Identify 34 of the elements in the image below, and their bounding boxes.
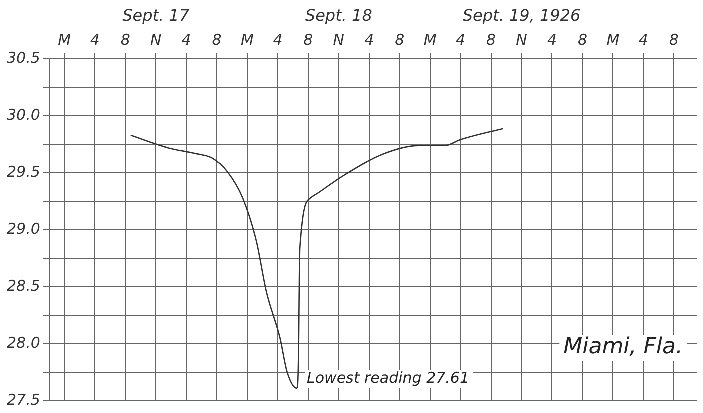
x-tick-label: 8	[395, 31, 405, 50]
x-tick-label: 4	[364, 31, 374, 50]
x-tick-label: N	[516, 31, 528, 50]
annotation: Lowest reading 27.61	[307, 368, 470, 387]
x-tick-label: M	[606, 31, 620, 50]
x-tick-label: M	[58, 31, 72, 50]
x-tick-label: N	[150, 31, 162, 50]
x-tick-label: M	[424, 31, 437, 50]
y-tick-label: 28.5	[6, 276, 40, 295]
x-tick-label: 8	[120, 31, 130, 50]
x-tick-label: 8	[486, 31, 496, 50]
x2-tick-label: Sept. 17	[122, 6, 190, 25]
x-tick-label: 4	[638, 31, 648, 50]
x-tick-label: 4	[456, 31, 466, 50]
x-tick-label: 4	[182, 31, 192, 50]
x-tick-label: N	[333, 31, 345, 50]
x-tick-label: 8	[578, 31, 588, 50]
y-tick-label: 30.0	[6, 106, 40, 124]
x-tick-label: 4	[90, 31, 100, 50]
x-tick-label: 8	[212, 31, 222, 50]
y-tick-label: 29.5	[6, 163, 40, 182]
x2-tick-label: Sept. 18	[305, 6, 372, 25]
x-tick-label: 4	[273, 31, 283, 50]
y-tick-label: 29.0	[6, 220, 40, 238]
y-tick-label: 27.5	[6, 390, 40, 409]
y-tick-label: 28.0	[6, 334, 40, 352]
x-tick-label: M	[241, 31, 254, 50]
x2-tick-label: Sept. 19, 1926	[462, 6, 581, 25]
y-tick-label: 30.5	[6, 49, 40, 68]
x-tick-label: 4	[547, 31, 558, 50]
x-tick-label: 8	[669, 31, 679, 50]
line-series	[130, 128, 504, 390]
x-tick-label: 8	[304, 31, 314, 50]
annotation: Miami, Fla.	[564, 334, 683, 360]
